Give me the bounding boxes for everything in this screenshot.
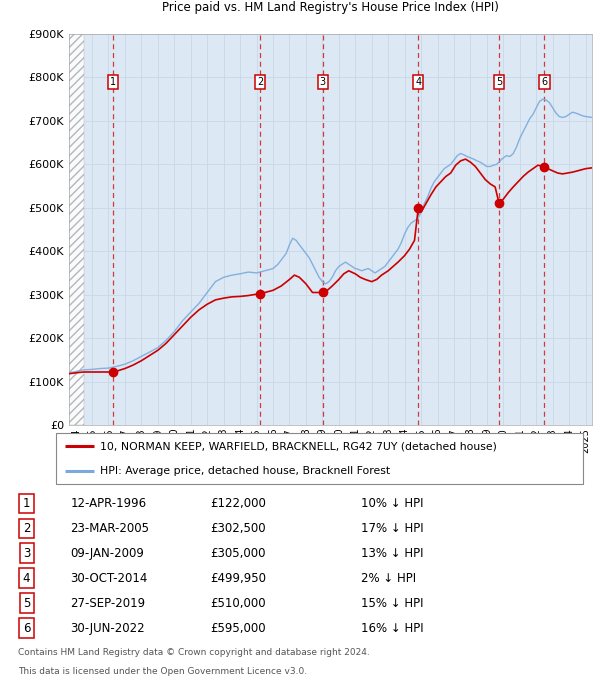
Text: 17% ↓ HPI: 17% ↓ HPI — [361, 522, 424, 535]
Text: 3: 3 — [23, 547, 30, 560]
Text: £510,000: £510,000 — [210, 596, 266, 610]
Text: 16% ↓ HPI: 16% ↓ HPI — [361, 622, 424, 634]
Text: 30-OCT-2014: 30-OCT-2014 — [70, 572, 148, 585]
Text: HPI: Average price, detached house, Bracknell Forest: HPI: Average price, detached house, Brac… — [100, 466, 390, 475]
Text: £305,000: £305,000 — [210, 547, 265, 560]
Text: 27-SEP-2019: 27-SEP-2019 — [70, 596, 145, 610]
Text: 6: 6 — [23, 622, 30, 634]
Text: Contains HM Land Registry data © Crown copyright and database right 2024.: Contains HM Land Registry data © Crown c… — [18, 648, 370, 657]
Text: 13% ↓ HPI: 13% ↓ HPI — [361, 547, 424, 560]
Text: 5: 5 — [23, 596, 30, 610]
Text: This data is licensed under the Open Government Licence v3.0.: This data is licensed under the Open Gov… — [18, 667, 307, 676]
Text: 10, NORMAN KEEP, WARFIELD, BRACKNELL, RG42 7UY (detached house): 10, NORMAN KEEP, WARFIELD, BRACKNELL, RG… — [100, 441, 497, 451]
Text: 5: 5 — [496, 77, 502, 87]
Text: 2% ↓ HPI: 2% ↓ HPI — [361, 572, 416, 585]
FancyBboxPatch shape — [56, 432, 583, 484]
Text: 2: 2 — [23, 522, 30, 535]
Text: 12-APR-1996: 12-APR-1996 — [70, 497, 146, 510]
Text: 4: 4 — [23, 572, 30, 585]
Text: 15% ↓ HPI: 15% ↓ HPI — [361, 596, 424, 610]
Text: 09-JAN-2009: 09-JAN-2009 — [70, 547, 144, 560]
Text: Price paid vs. HM Land Registry's House Price Index (HPI): Price paid vs. HM Land Registry's House … — [162, 1, 499, 14]
Text: 30-JUN-2022: 30-JUN-2022 — [70, 622, 145, 634]
Text: £499,950: £499,950 — [210, 572, 266, 585]
Text: 1: 1 — [110, 77, 116, 87]
Text: 1: 1 — [23, 497, 30, 510]
Text: 23-MAR-2005: 23-MAR-2005 — [70, 522, 149, 535]
Text: 6: 6 — [541, 77, 547, 87]
Text: £302,500: £302,500 — [210, 522, 266, 535]
Text: £122,000: £122,000 — [210, 497, 266, 510]
Text: 10% ↓ HPI: 10% ↓ HPI — [361, 497, 424, 510]
Text: 2: 2 — [257, 77, 263, 87]
Text: £595,000: £595,000 — [210, 622, 266, 634]
Text: 3: 3 — [320, 77, 326, 87]
Text: 4: 4 — [415, 77, 421, 87]
